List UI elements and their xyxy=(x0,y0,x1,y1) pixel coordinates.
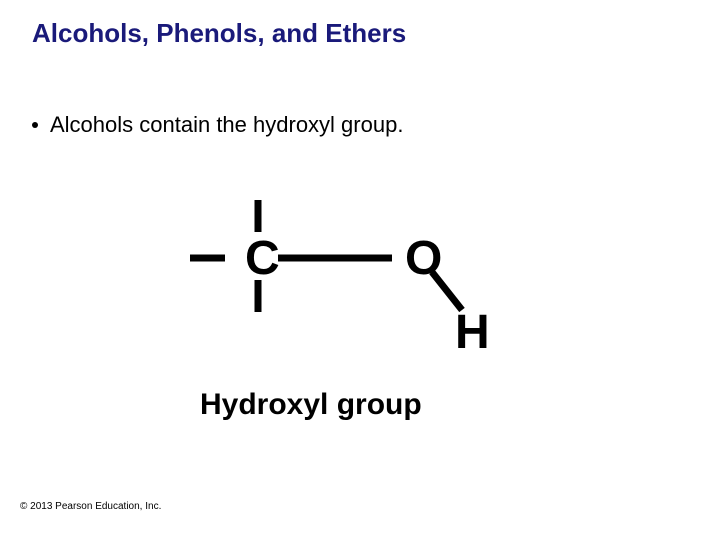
copyright-text: © 2013 Pearson Education, Inc. xyxy=(20,501,161,512)
bullet-text: Alcohols contain the hydroxyl group. xyxy=(50,112,403,138)
chemical-structure-svg: C O H xyxy=(150,180,510,350)
bullet-dot-icon xyxy=(32,122,38,128)
atom-oxygen: O xyxy=(405,232,442,285)
hydroxyl-diagram: C O H xyxy=(150,180,510,350)
diagram-caption: Hydroxyl group xyxy=(200,388,422,422)
slide-title: Alcohols, Phenols, and Ethers xyxy=(32,18,406,49)
atom-carbon: C xyxy=(245,232,280,285)
atom-hydrogen: H xyxy=(455,306,490,350)
bullet-item: Alcohols contain the hydroxyl group. xyxy=(32,112,403,138)
